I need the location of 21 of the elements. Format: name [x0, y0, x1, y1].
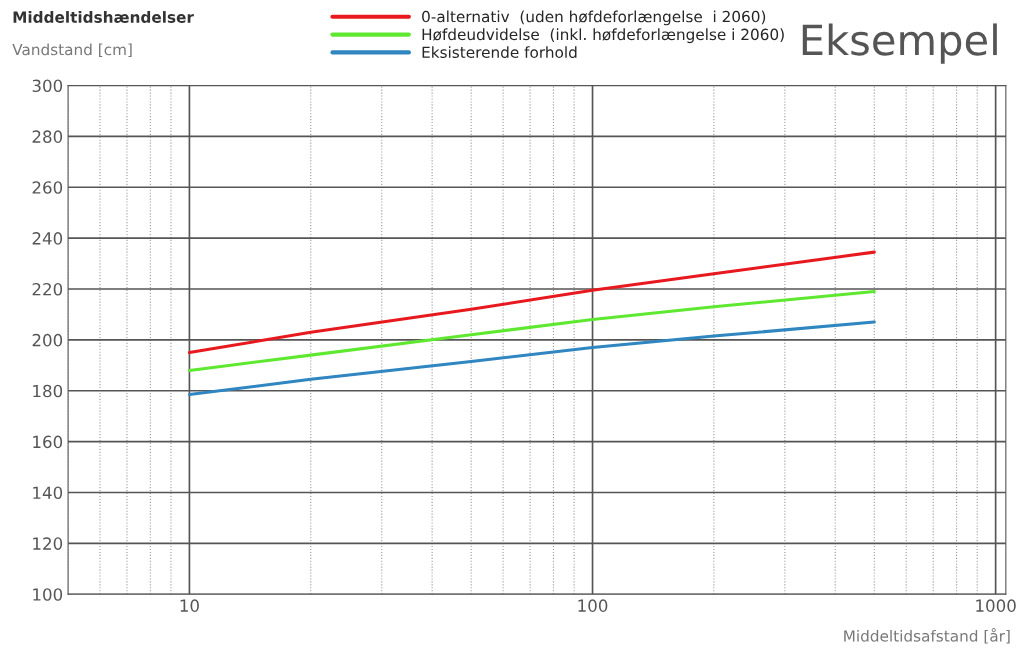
x-tick-label: 100 — [578, 599, 608, 612]
legend-label: 0-alternativ (uden høfdeforlængelse i 2060) — [422, 10, 766, 26]
y-tick-label: 300 — [32, 79, 63, 93]
legend-label: Eksisterende forhold — [422, 46, 577, 59]
y-tick-label: 120 — [33, 537, 63, 550]
y-tick-label: 200 — [32, 333, 63, 347]
text: Eksempel — [802, 23, 997, 64]
y-tick-label: 180 — [33, 384, 63, 398]
y-tick-label: 220 — [32, 282, 63, 296]
y-tick-label: 280 — [32, 130, 63, 143]
x-axis-title: Middeltidsafstand [år] — [844, 628, 1010, 644]
y-axis-title: Vandstand [cm] — [12, 43, 132, 58]
y-tick-label: 240 — [32, 232, 63, 245]
y-tick-label: 160 — [33, 435, 63, 449]
x-tick-label: 10 — [180, 599, 199, 612]
legend-label: Høfdeudvidelse (inkl. høfdeforlængelse i 2060) — [422, 28, 784, 44]
x-tick-label: 1000 — [976, 599, 1016, 612]
y-tick-label: 140 — [33, 486, 63, 500]
y-tick-label: 100 — [33, 588, 63, 601]
chart-title: Middeltidshændelser — [13, 11, 194, 23]
y-tick-label: 260 — [32, 181, 63, 194]
